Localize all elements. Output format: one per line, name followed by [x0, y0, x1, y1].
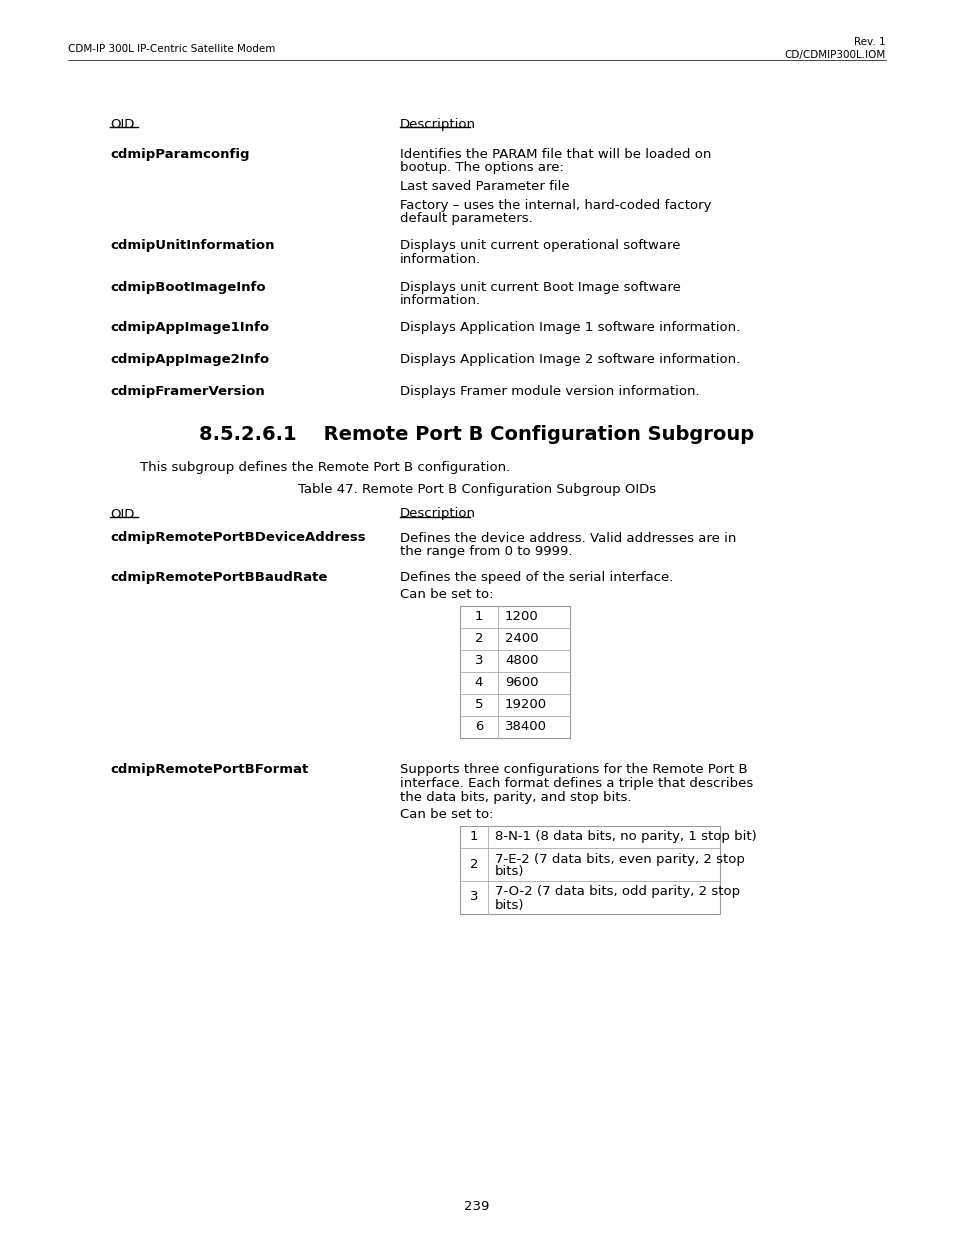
- Text: 9600: 9600: [504, 676, 537, 689]
- Text: 3: 3: [475, 655, 483, 667]
- Bar: [459, 605, 569, 737]
- Text: bits): bits): [495, 899, 524, 911]
- Text: default parameters.: default parameters.: [399, 212, 532, 225]
- Text: 1200: 1200: [504, 610, 538, 622]
- Text: 2: 2: [469, 857, 477, 871]
- Text: Identifies the PARAM file that will be loaded on: Identifies the PARAM file that will be l…: [399, 148, 711, 161]
- Text: Displays Application Image 2 software information.: Displays Application Image 2 software in…: [399, 353, 740, 367]
- Text: information.: information.: [399, 294, 480, 308]
- Bar: [459, 825, 720, 914]
- Text: cdmipAppImage2Info: cdmipAppImage2Info: [110, 353, 269, 367]
- Text: 5: 5: [475, 698, 483, 711]
- Text: 8.5.2.6.1    Remote Port B Configuration Subgroup: 8.5.2.6.1 Remote Port B Configuration Su…: [199, 426, 754, 445]
- Text: cdmipFramerVersion: cdmipFramerVersion: [110, 385, 265, 399]
- Text: This subgroup defines the Remote Port B configuration.: This subgroup defines the Remote Port B …: [140, 462, 510, 474]
- Text: Description: Description: [399, 119, 476, 131]
- Text: Displays Framer module version information.: Displays Framer module version informati…: [399, 385, 699, 399]
- Text: 2: 2: [475, 632, 483, 645]
- Text: Displays unit current Boot Image software: Displays unit current Boot Image softwar…: [399, 280, 680, 294]
- Text: 4: 4: [475, 676, 482, 689]
- Text: 1: 1: [469, 830, 477, 844]
- Text: Rev. 1: Rev. 1: [854, 37, 885, 47]
- Text: the data bits, parity, and stop bits.: the data bits, parity, and stop bits.: [399, 790, 631, 804]
- Text: 2400: 2400: [504, 632, 538, 645]
- Text: cdmipParamconfig: cdmipParamconfig: [110, 148, 250, 161]
- Text: cdmipAppImage1Info: cdmipAppImage1Info: [110, 321, 269, 335]
- Text: cdmipRemotePortBFormat: cdmipRemotePortBFormat: [110, 763, 308, 777]
- Text: Last saved Parameter file: Last saved Parameter file: [399, 180, 569, 193]
- Text: cdmipUnitInformation: cdmipUnitInformation: [110, 240, 274, 252]
- Text: 4800: 4800: [504, 655, 537, 667]
- Text: 6: 6: [475, 720, 482, 734]
- Text: bootup. The options are:: bootup. The options are:: [399, 162, 563, 174]
- Text: bits): bits): [495, 866, 524, 878]
- Text: Can be set to:: Can be set to:: [399, 588, 493, 601]
- Text: OID: OID: [110, 119, 134, 131]
- Text: CD/CDMIP300L.IOM: CD/CDMIP300L.IOM: [784, 49, 885, 61]
- Text: 7-E-2 (7 data bits, even parity, 2 stop: 7-E-2 (7 data bits, even parity, 2 stop: [495, 852, 744, 866]
- Text: information.: information.: [399, 253, 480, 266]
- Text: 19200: 19200: [504, 698, 547, 711]
- Text: 3: 3: [469, 890, 477, 904]
- Text: Can be set to:: Can be set to:: [399, 808, 493, 821]
- Text: cdmipRemotePortBBaudRate: cdmipRemotePortBBaudRate: [110, 571, 327, 583]
- Text: Defines the speed of the serial interface.: Defines the speed of the serial interfac…: [399, 571, 673, 583]
- Text: Displays unit current operational software: Displays unit current operational softwa…: [399, 240, 679, 252]
- Text: Defines the device address. Valid addresses are in: Defines the device address. Valid addres…: [399, 531, 736, 545]
- Text: cdmipRemotePortBDeviceAddress: cdmipRemotePortBDeviceAddress: [110, 531, 365, 545]
- Text: Description: Description: [399, 508, 476, 520]
- Text: 38400: 38400: [504, 720, 546, 734]
- Text: 8-N-1 (8 data bits, no parity, 1 stop bit): 8-N-1 (8 data bits, no parity, 1 stop bi…: [495, 830, 756, 844]
- Text: Displays Application Image 1 software information.: Displays Application Image 1 software in…: [399, 321, 740, 335]
- Text: Supports three configurations for the Remote Port B: Supports three configurations for the Re…: [399, 763, 747, 777]
- Text: Table 47. Remote Port B Configuration Subgroup OIDs: Table 47. Remote Port B Configuration Su…: [297, 483, 656, 496]
- Text: Factory – uses the internal, hard-coded factory: Factory – uses the internal, hard-coded …: [399, 199, 711, 211]
- Text: the range from 0 to 9999.: the range from 0 to 9999.: [399, 545, 572, 558]
- Text: interface. Each format defines a triple that describes: interface. Each format defines a triple …: [399, 777, 753, 790]
- Text: cdmipBootImageInfo: cdmipBootImageInfo: [110, 280, 265, 294]
- Text: OID: OID: [110, 508, 134, 520]
- Text: 239: 239: [464, 1200, 489, 1213]
- Text: 1: 1: [475, 610, 483, 622]
- Text: 7-O-2 (7 data bits, odd parity, 2 stop: 7-O-2 (7 data bits, odd parity, 2 stop: [495, 885, 740, 899]
- Text: CDM-IP 300L IP-Centric Satellite Modem: CDM-IP 300L IP-Centric Satellite Modem: [68, 44, 275, 54]
